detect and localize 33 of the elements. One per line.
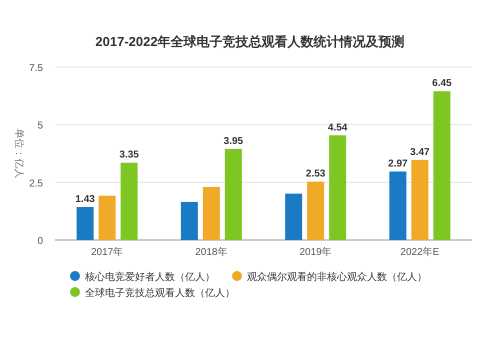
data-label: 3.47 [410, 146, 430, 158]
y-tick-label: 7.5 [29, 63, 44, 74]
bar [202, 186, 220, 240]
y-tick-label: 2.5 [29, 178, 44, 190]
bar [411, 160, 428, 240]
legend-label: 核心电竞爱好者人数（亿人） [84, 271, 215, 283]
bar [98, 196, 116, 240]
bar [285, 194, 302, 240]
bar [433, 91, 450, 240]
legend-label: 观众偶尔观看的非核心观众人数（亿人） [247, 271, 427, 283]
y-tick-label: 0 [37, 236, 44, 247]
chart-title: 2017-2022年全球电子竞技总观看人数统计情况及预测 [95, 34, 405, 49]
bar [329, 135, 346, 240]
x-tick-label: 2019年 [300, 246, 332, 258]
data-label: 3.95 [224, 136, 244, 147]
data-label: 3.35 [119, 150, 140, 161]
bar [224, 148, 242, 240]
x-tick-label: 2017年 [91, 246, 124, 258]
bar [389, 171, 406, 240]
legend-label: 全球电子竞技总观看人数（亿人） [85, 287, 235, 299]
bar [307, 182, 324, 240]
bar [180, 202, 198, 240]
data-label: 6.45 [432, 78, 452, 90]
data-label: 4.54 [328, 122, 348, 134]
bar [120, 162, 138, 240]
data-label: 2.53 [306, 168, 326, 180]
bar [76, 207, 94, 240]
data-label: 2.97 [388, 158, 408, 170]
y-axis-title: 单位：亿人 [13, 128, 25, 178]
y-tick-label: 5 [37, 120, 44, 132]
x-tick-label: 2018年 [195, 246, 228, 258]
data-label: 1.43 [75, 194, 96, 206]
x-tick-label: 2022年E [400, 246, 440, 258]
